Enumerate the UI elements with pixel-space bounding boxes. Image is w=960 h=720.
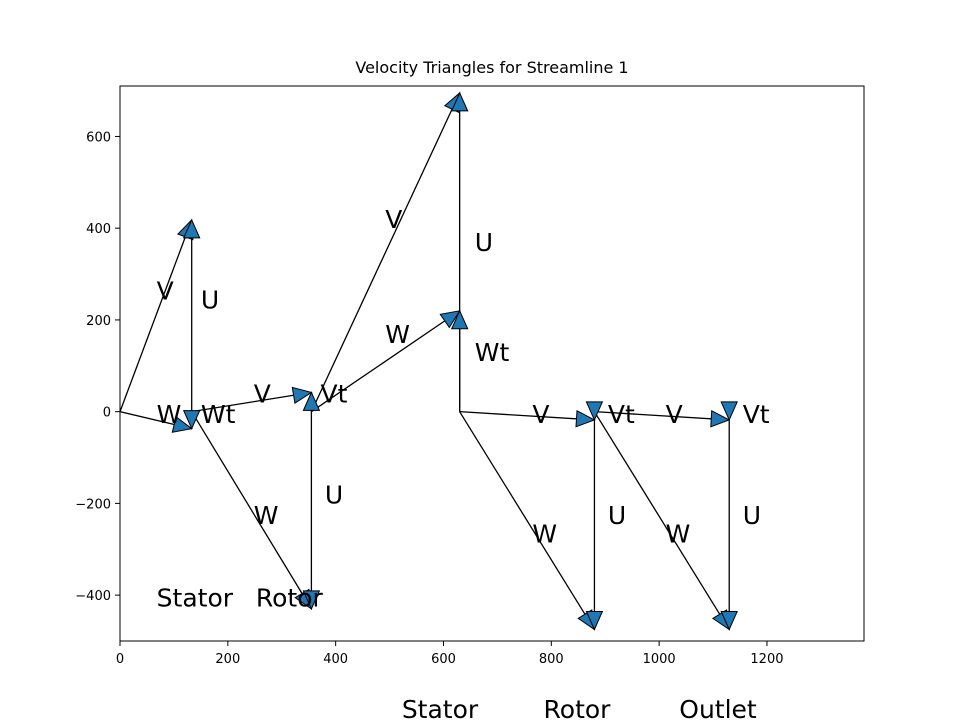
stage-labels: Stator Rotor Outlet [402, 695, 757, 720]
vector-label-10: W [385, 320, 410, 349]
x-tick-label: 200 [215, 652, 240, 667]
x-tick-label: 400 [323, 652, 348, 667]
arrowhead-v-12 [575, 409, 596, 428]
vector-label-3: Wt [201, 400, 236, 429]
vector-line-w-9 [311, 310, 461, 413]
y-tick-label: 400 [86, 222, 111, 237]
vector-label-12: V [532, 400, 549, 429]
arrowhead-vt-7 [302, 391, 321, 411]
vector-label-19: U [743, 501, 761, 530]
arrowhead-u-10 [450, 91, 469, 112]
vector-line-v-4 [191, 391, 312, 413]
arrowhead-vt-15 [585, 401, 604, 422]
vector-label-1: U [201, 285, 219, 314]
arrowhead-u-6 [302, 590, 321, 611]
vector-line-w-13 [459, 411, 595, 630]
arrowhead-wt-11 [450, 309, 469, 330]
vector-label-16: V [666, 400, 683, 429]
vector-label-14: W [532, 519, 557, 548]
vector-line-w-5 [191, 411, 312, 610]
vector-label-9: U [475, 228, 493, 257]
vector-label-13: Vt [608, 400, 635, 429]
vector-label-11: Wt [475, 338, 510, 367]
x-tick-label: 800 [539, 652, 564, 667]
axes-frame [119, 85, 865, 642]
y-tick-label: −200 [75, 497, 111, 512]
arrowhead-vt-19 [720, 401, 738, 422]
vector-line-v-0 [119, 219, 193, 412]
vector-line-v-12 [459, 411, 595, 421]
vector-label-21: Rotor [256, 584, 324, 613]
vector-label-8: V [385, 205, 402, 234]
vector-line-v-16 [594, 411, 730, 421]
y-tick-label: 0 [103, 406, 111, 421]
vector-line-v-8 [310, 92, 461, 412]
vector-label-15: U [608, 501, 626, 530]
x-tick-label: 0 [116, 652, 124, 667]
vector-label-0: V [157, 276, 174, 305]
vector-label-2: W [157, 400, 182, 429]
stage-label-rotor: Rotor [544, 695, 612, 720]
vector-label-7: U [325, 480, 343, 509]
arrowhead-u-2 [182, 218, 201, 239]
arrowhead-v-16 [710, 409, 731, 428]
y-tick-label: −400 [75, 589, 111, 604]
stage-label-stator: Stator [402, 695, 479, 720]
y-tick-label: 200 [86, 314, 111, 329]
vector-line-w-17 [593, 411, 730, 630]
arrowhead-wt-3 [182, 410, 201, 430]
vector-label-18: W [666, 519, 691, 548]
arrowhead-w-9 [439, 310, 461, 329]
axis-ticks: 0 200 400 600 800 1000 1200 −400 −200 0 200 400 600 [75, 130, 783, 667]
x-tick-label: 1200 [750, 652, 783, 667]
chart-title: Velocity Triangles for Streamline 1 [355, 58, 628, 77]
arrowhead-u-14 [585, 611, 604, 631]
vector-label-4: V [254, 379, 271, 408]
stage-label-outlet: Outlet [679, 695, 757, 720]
arrowhead-w-1 [171, 415, 193, 433]
vector-label-17: Vt [743, 400, 770, 429]
vector-label-5: Vt [321, 379, 348, 408]
x-tick-label: 1000 [643, 652, 676, 667]
vector-label-6: W [254, 501, 279, 530]
x-tick-label: 600 [431, 652, 456, 667]
vector-label-20: Stator [157, 584, 234, 613]
y-tick-label: 600 [86, 130, 111, 145]
arrowhead-u-18 [720, 611, 738, 631]
arrowhead-v-4 [291, 386, 313, 405]
